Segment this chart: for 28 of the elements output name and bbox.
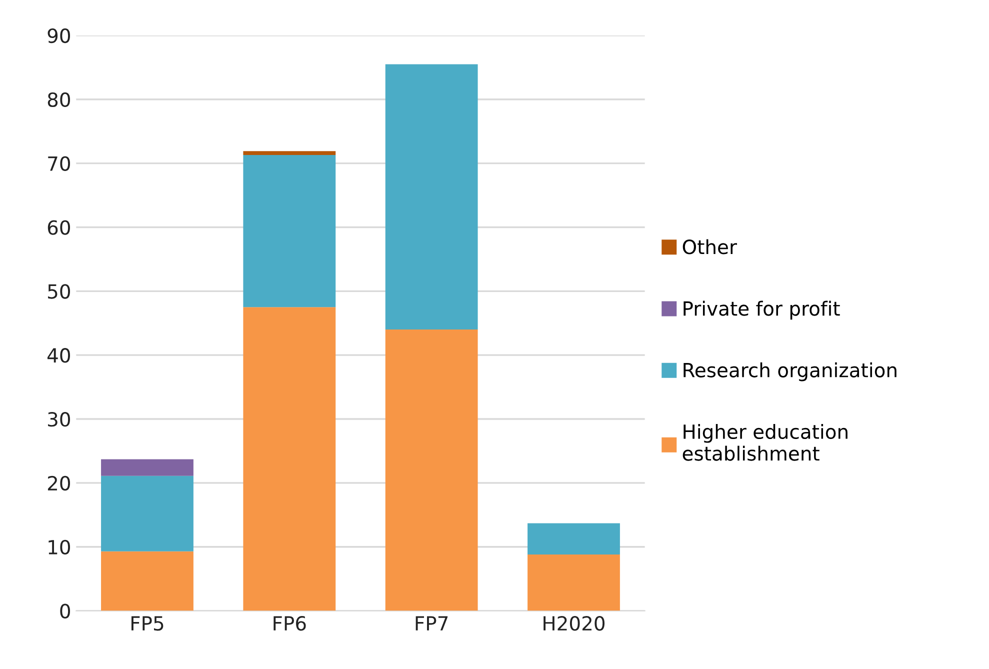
x-tick-label: FP6 [274, 616, 306, 631]
bar [101, 459, 194, 476]
y-tick-label: 80 [48, 92, 70, 108]
y-tick-label: 30 [48, 412, 70, 427]
x-tick-label: FP7 [416, 616, 448, 630]
bar [528, 523, 620, 555]
y-tick-label: 60 [48, 220, 70, 235]
x-tick-label: H2020 [544, 616, 605, 631]
legend-label: Other [682, 239, 737, 254]
bar [528, 554, 620, 611]
bar [385, 330, 478, 611]
bar [243, 307, 336, 611]
y-tick-label: 0 [60, 604, 70, 618]
bar [101, 476, 194, 552]
legend-label: Higher education establishment [682, 424, 848, 461]
bar [385, 64, 478, 330]
bar [243, 151, 336, 155]
legend-label: Research organization [684, 362, 896, 382]
y-tick-label: 70 [48, 156, 70, 171]
bar [243, 155, 336, 308]
legend-label: Private for profit [684, 300, 840, 320]
y-tick-label: 50 [48, 284, 70, 299]
x-tick-label: FP5 [132, 616, 164, 631]
y-tick-label: 40 [48, 348, 70, 363]
y-tick-label: 10 [48, 540, 70, 555]
y-tick-label: 90 [48, 28, 70, 44]
bar [101, 551, 194, 611]
y-tick-label: 20 [48, 476, 70, 491]
